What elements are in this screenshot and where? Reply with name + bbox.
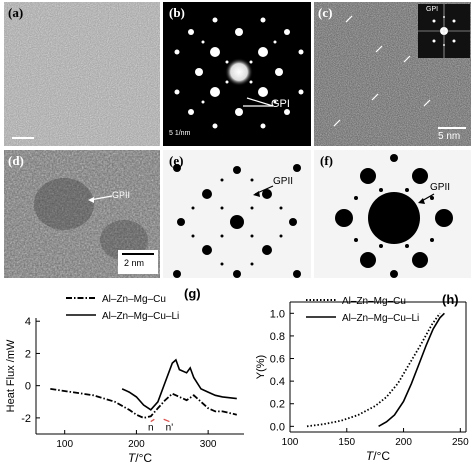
x-tick-label: 200	[395, 437, 412, 448]
y-tick-label: 0.2	[270, 399, 285, 411]
annotation-arrow-2	[163, 418, 170, 423]
panel-f-spots	[335, 154, 453, 278]
y-tick-label: 0	[25, 381, 31, 393]
y-tick-label: 0.4	[270, 376, 285, 388]
chart-h-transformation: 100 150 200 250 0.0 0.2 0.4 0.6 0.8 1.0 T/°C Y(%) Al…	[255, 292, 469, 463]
panel-e-spots	[173, 164, 301, 278]
panel-c-texture	[314, 2, 471, 146]
panel-d-scale-label: 2 nm	[124, 258, 145, 268]
x-axis-label: T/°C	[366, 449, 390, 463]
y-tick-label: 0.0	[270, 421, 285, 433]
chart-g-dsc: 100 200 300 -2 0 2 4 T/°C Heat Flux /mW Al–Zn–Mg–…	[5, 286, 244, 465]
series-line-1	[50, 388, 238, 419]
y-tick-label: 1.0	[270, 308, 285, 320]
y-tick-label: 4	[25, 316, 31, 328]
panel-f-diffraction: (f) GPII	[314, 150, 471, 278]
x-tick-label: 250	[452, 437, 469, 448]
panel-f-label: (f)	[320, 153, 333, 168]
panel-d-gpii-annotation: GPII	[112, 190, 131, 200]
panel-e-diffraction: (e) GPII	[163, 150, 311, 278]
panel-a-label: (a)	[8, 5, 24, 20]
panel-b-spots	[174, 17, 304, 129]
panel-a-texture	[4, 2, 160, 146]
panel-c-inset-annotation: GPI	[426, 6, 439, 13]
panel-d-texture	[4, 150, 160, 278]
legend-entry-2: Al–Zn–Mg–Cu–Li	[102, 311, 179, 322]
x-tick-label: 150	[338, 437, 355, 448]
series-line-2	[378, 312, 445, 427]
panel-b-label: (b)	[169, 5, 185, 20]
annotation-1: n	[148, 423, 154, 434]
series-line-1	[306, 312, 441, 428]
panel-b-gpi-annotation: GPI	[271, 98, 290, 110]
panel-e-label: (e)	[169, 153, 184, 168]
x-tick-label: 100	[56, 439, 73, 450]
y-tick-label: 2	[25, 348, 31, 360]
annotation-2: n'	[166, 423, 174, 434]
panel-b-scale-label: 5 1/nm	[169, 130, 191, 137]
y-tick-label: 0.8	[270, 331, 285, 343]
annotation-arrow-1	[150, 418, 155, 423]
legend-entry-1: Al–Zn–Mg–Cu	[342, 296, 406, 307]
panel-label: (h)	[442, 292, 459, 307]
panel-b-diffraction: (b) GPI 5 1/nm	[163, 2, 311, 146]
panel-c-scale-label: 5 nm	[438, 131, 461, 142]
x-tick-label: 300	[200, 439, 217, 450]
legend-entry-1: Al–Zn–Mg–Cu	[102, 294, 166, 305]
series-line-2	[121, 358, 237, 411]
panel-a-tem-image: (a)	[4, 2, 160, 146]
legend-entry-2: Al–Zn–Mg–Cu–Li	[342, 313, 419, 324]
y-tick-label: -2	[21, 413, 31, 425]
x-tick-label: 200	[128, 439, 145, 450]
panel-d-hrtem-image: (d) GPII 2 nm	[4, 150, 160, 278]
panel-c-label: (c)	[318, 5, 333, 20]
panel-e-gpii-annotation: GPII	[273, 176, 294, 187]
panel-f-gpii-annotation: GPII	[430, 182, 451, 193]
panel-d-label: (d)	[8, 153, 24, 168]
panel-label: (g)	[184, 286, 201, 301]
y-axis-label: Y(%)	[255, 355, 267, 379]
y-tick-label: 0.6	[270, 354, 285, 366]
x-tick-label: 100	[282, 437, 299, 448]
y-axis-label: Heat Flux /mW	[5, 339, 17, 412]
panel-c-hrtem-image: (c) GPI 5 nm	[314, 2, 471, 146]
x-axis-label: T/°C	[128, 451, 152, 465]
